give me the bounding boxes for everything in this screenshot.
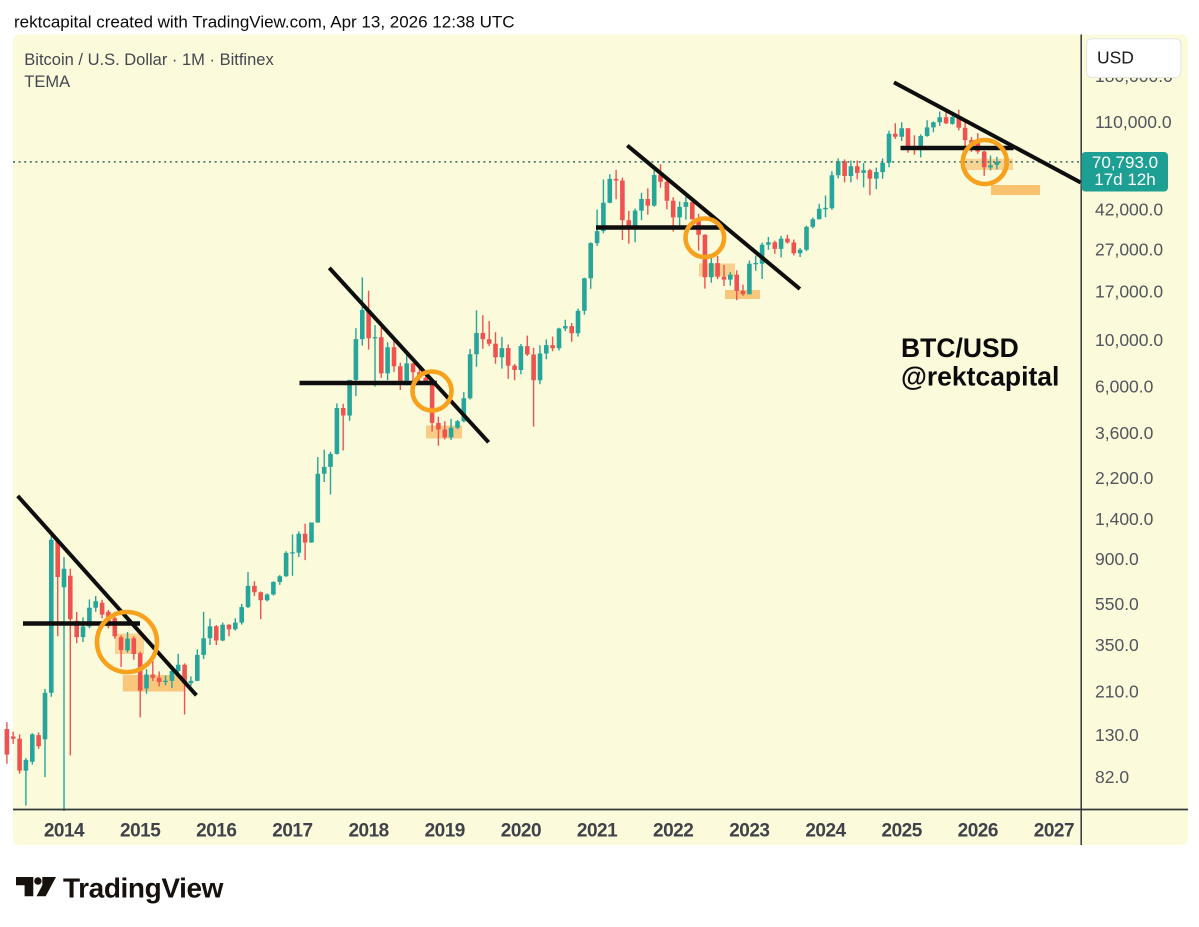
svg-text:70,793.0: 70,793.0 <box>1092 153 1158 172</box>
svg-text:2017: 2017 <box>272 821 312 842</box>
svg-text:2024: 2024 <box>805 821 846 842</box>
svg-text:6,000.0: 6,000.0 <box>1095 377 1154 397</box>
svg-text:2022: 2022 <box>653 821 693 842</box>
svg-text:2014: 2014 <box>44 821 85 842</box>
svg-text:@rektcapital: @rektcapital <box>901 362 1059 392</box>
svg-text:Bitcoin / U.S. Dollar · 1M · B: Bitcoin / U.S. Dollar · 1M · Bitfinex <box>24 51 274 69</box>
svg-text:1,400.0: 1,400.0 <box>1095 509 1154 529</box>
svg-text:17d 12h: 17d 12h <box>1094 170 1155 189</box>
svg-text:210.0: 210.0 <box>1095 682 1139 702</box>
svg-text:42,000.0: 42,000.0 <box>1095 199 1163 219</box>
svg-text:TradingView: TradingView <box>63 873 224 904</box>
svg-text:10,000.0: 10,000.0 <box>1095 330 1163 350</box>
svg-text:2015: 2015 <box>120 821 161 842</box>
svg-text:3,600.0: 3,600.0 <box>1095 423 1154 443</box>
svg-text:USD: USD <box>1097 48 1134 68</box>
svg-text:17,000.0: 17,000.0 <box>1095 282 1163 302</box>
svg-text:2019: 2019 <box>425 821 465 842</box>
svg-text:2025: 2025 <box>882 821 923 842</box>
svg-text:110,000.0: 110,000.0 <box>1095 112 1172 132</box>
svg-text:rektcapital created with Tradi: rektcapital created with TradingView.com… <box>14 13 515 32</box>
svg-text:2023: 2023 <box>729 821 769 842</box>
svg-text:BTC/USD: BTC/USD <box>901 333 1019 363</box>
svg-text:900.0: 900.0 <box>1095 549 1139 569</box>
svg-text:130.0: 130.0 <box>1095 725 1139 745</box>
svg-text:350.0: 350.0 <box>1095 635 1139 655</box>
svg-text:2020: 2020 <box>501 821 541 842</box>
svg-text:2021: 2021 <box>577 821 618 842</box>
svg-text:2018: 2018 <box>348 821 388 842</box>
svg-text:2027: 2027 <box>1034 821 1074 842</box>
svg-text:550.0: 550.0 <box>1095 594 1139 614</box>
svg-text:82.0: 82.0 <box>1095 767 1129 787</box>
svg-text:27,000.0: 27,000.0 <box>1095 240 1163 260</box>
svg-text:2026: 2026 <box>958 821 998 842</box>
svg-text:2016: 2016 <box>196 821 236 842</box>
svg-text:TEMA: TEMA <box>24 73 70 91</box>
svg-text:2,200.0: 2,200.0 <box>1095 468 1154 488</box>
